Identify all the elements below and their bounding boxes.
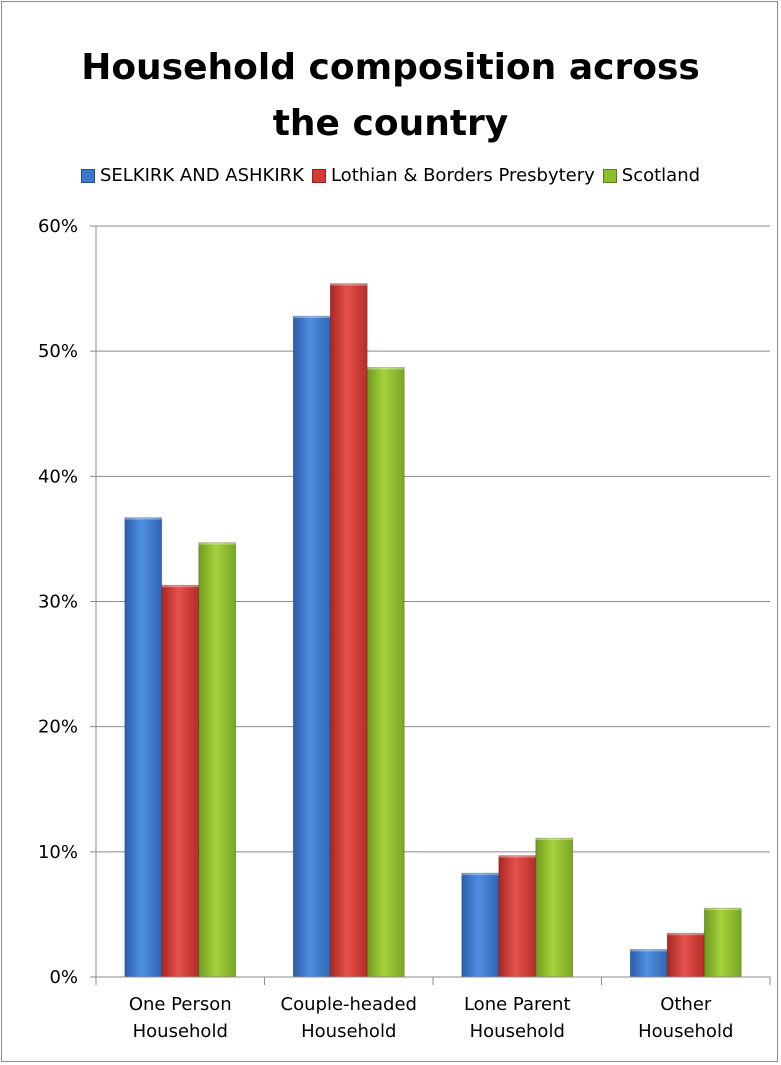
bar-highlight [293,316,331,319]
bar-scotland-1 [366,367,405,978]
legend-item-lothian: Lothian & Borders Presbytery [311,165,595,186]
bars [124,283,742,978]
bar-highlight [704,908,742,911]
legend-swatch-lothian [311,168,326,183]
chart-title-line-2: the country [272,103,509,144]
legend-label-selkirk: SELKIRK AND ASHKIRK [99,165,304,186]
bar-selkirk-and-ashkirk-1 [292,315,331,978]
bar-lothian-borders-presbytery-0 [161,584,200,978]
bar-scotland-0 [198,542,237,978]
x-category-label: Couple-headed [281,994,417,1015]
bar-scotland-3 [703,907,742,978]
legend-label-lothian: Lothian & Borders Presbytery [330,165,595,186]
bar-highlight [124,517,162,520]
legend-label-scotland: Scotland [621,165,701,186]
y-tick-label: 40% [38,466,78,487]
bar-highlight [461,873,499,876]
legend-item-scotland: Scotland [602,165,701,186]
bar-selkirk-and-ashkirk-2 [461,872,500,978]
x-category-label: Lone Parent [464,994,571,1015]
legend: SELKIRK AND ASHKIRK Lothian & Borders Pr… [0,165,781,186]
bar-selkirk-and-ashkirk-0 [124,517,163,978]
y-tick-label: 60% [38,216,78,237]
chart-title-line-1: Household composition across [81,47,700,88]
x-category-label: Household [133,1021,228,1042]
x-category-label: Household [301,1021,396,1042]
legend-item-selkirk: SELKIRK AND ASHKIRK [80,165,304,186]
chart-title: Household composition across the country [0,40,781,152]
bar-scotland-2 [535,837,574,978]
legend-swatch-scotland [602,168,617,183]
bar-lothian-borders-presbytery-3 [666,932,705,978]
x-category-label: Household [638,1021,733,1042]
x-category-label: Household [470,1021,565,1042]
y-tick-label: 10% [38,842,78,863]
bar-highlight [161,585,199,588]
bar-selkirk-and-ashkirk-3 [629,949,668,978]
x-category-label: Other [660,994,712,1015]
bar-highlight [667,933,705,936]
y-tick-label: 50% [38,341,78,362]
legend-swatch-selkirk [80,168,95,183]
bar-lothian-borders-presbytery-2 [498,855,537,978]
bar-highlight [630,949,668,952]
y-tick-label: 30% [38,592,78,613]
y-tick-label: 20% [38,717,78,738]
axes: 0% 10% 20% 30% 40% 50% 60% One Person Household C… [38,216,771,1042]
bar-highlight [367,367,405,370]
bar-highlight [535,838,573,841]
bar-highlight [330,283,368,286]
bar-highlight [498,855,536,858]
x-category-label: One Person [129,994,232,1015]
bar-lothian-borders-presbytery-1 [329,283,368,978]
bar-highlight [198,542,236,545]
y-tick-label: 0% [49,967,78,988]
